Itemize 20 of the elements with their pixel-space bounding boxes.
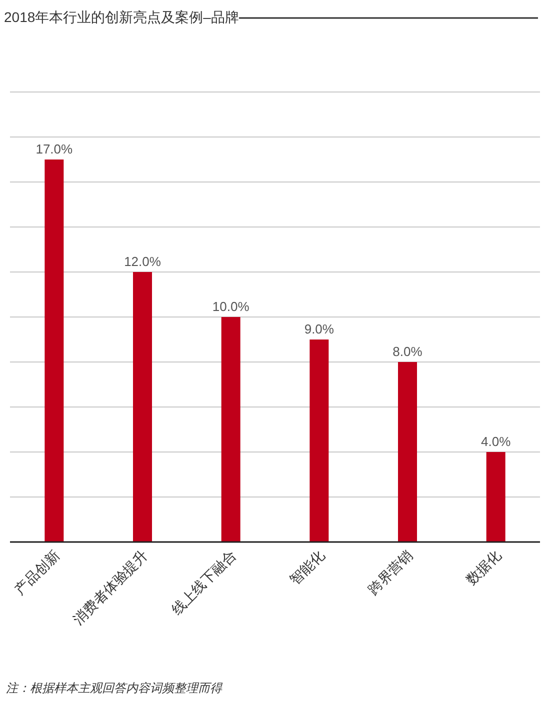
data-label: 12.0% xyxy=(124,254,162,269)
x-tick-label: 线上线下融合 xyxy=(168,546,239,618)
bar xyxy=(398,362,417,542)
chart-title: 2018年本行业的创新亮点及案例–品牌 xyxy=(4,9,239,25)
bar xyxy=(221,317,240,542)
bar xyxy=(44,160,64,542)
x-tick-label: 消费者体验提升 xyxy=(70,546,151,628)
x-tick-label: 产品创新 xyxy=(11,546,62,598)
bar xyxy=(486,452,506,542)
x-tick-label: 数据化 xyxy=(462,546,504,588)
text: 注：根据样本主观回答内容词频整理而得 xyxy=(6,681,223,695)
data-label: 9.0% xyxy=(304,322,334,336)
x-tick-label: 跨界营销 xyxy=(364,546,416,598)
data-label: 17.0% xyxy=(36,142,74,156)
data-label: 8.0% xyxy=(392,344,423,359)
bar xyxy=(310,340,329,542)
data-label: 10.0% xyxy=(212,299,250,314)
bar xyxy=(133,272,152,542)
data-label: 4.0% xyxy=(481,434,512,449)
x-tick-label: 智能化 xyxy=(286,546,328,588)
